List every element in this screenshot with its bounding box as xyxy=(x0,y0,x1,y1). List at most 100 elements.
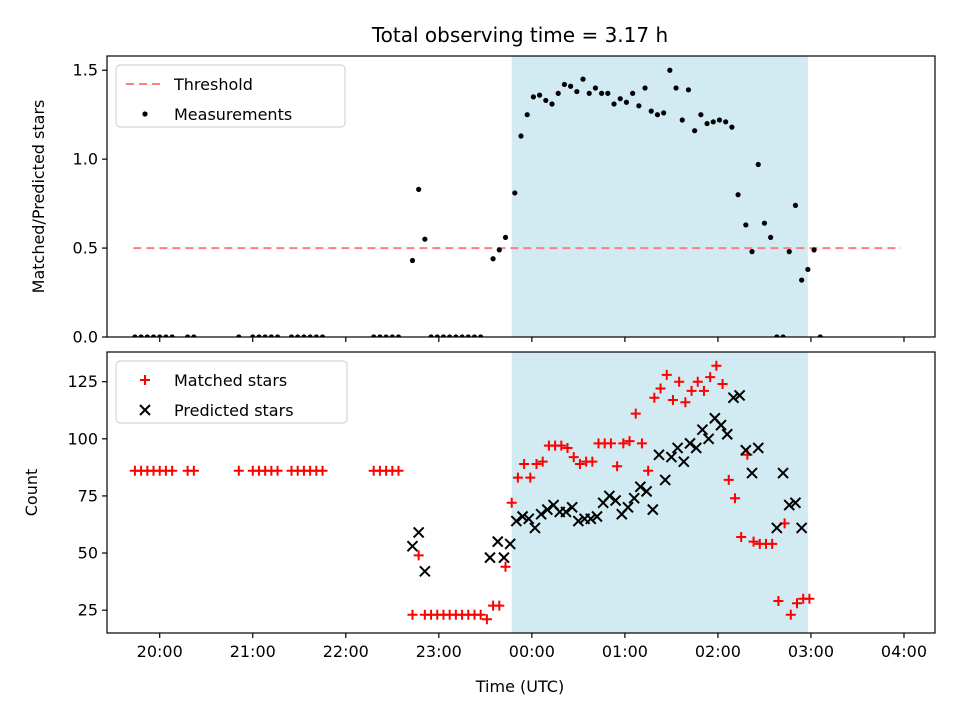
predicted-star-marker xyxy=(733,389,746,402)
matched-star-marker xyxy=(393,465,404,476)
x-tick-label: 00:00 xyxy=(509,642,555,661)
matched-star-marker xyxy=(705,372,716,383)
predicted-star-marker xyxy=(777,467,789,479)
matched-star-marker xyxy=(537,456,548,467)
legend: Matched stars Predicted stars xyxy=(115,360,348,424)
predicted-star-marker xyxy=(603,490,616,502)
measurement-point xyxy=(723,119,729,125)
y-tick-label: 50 xyxy=(78,544,98,563)
predicted-star-marker xyxy=(585,513,597,525)
matched-star-marker xyxy=(767,538,778,549)
predicted-star-marker xyxy=(535,508,547,520)
predicted-star-marker xyxy=(510,515,523,527)
measurement-point xyxy=(811,247,817,253)
legend: Threshold Measurements xyxy=(115,64,346,128)
predicted-star-marker xyxy=(591,510,603,523)
measurement-point xyxy=(440,334,447,337)
measurement-point xyxy=(667,67,673,73)
predicted-star-marker xyxy=(529,522,541,534)
measurement-point xyxy=(710,119,716,125)
measurement-point xyxy=(805,266,811,273)
measurement-point xyxy=(568,83,574,89)
matched-star-marker xyxy=(475,609,486,620)
predicted-star-marker xyxy=(684,437,696,450)
predicted-star-marker xyxy=(560,506,572,518)
predicted-star-marker xyxy=(771,522,783,534)
observing-window-shade xyxy=(511,352,808,633)
matched-star-marker xyxy=(188,465,199,476)
measurement-point xyxy=(395,334,402,337)
measurement-point xyxy=(409,257,416,264)
x-axis-label: Time (UTC) xyxy=(475,677,564,696)
measurement-point xyxy=(150,334,157,337)
legend-predicted-swatch xyxy=(139,404,151,416)
legend-label: Predicted stars xyxy=(174,401,294,420)
measurement-point xyxy=(262,334,268,337)
measurement-point xyxy=(636,103,642,109)
measurement-point xyxy=(478,334,484,337)
measurement-point xyxy=(377,334,383,337)
measurement-point xyxy=(138,334,144,337)
measurement-point xyxy=(605,90,611,96)
y-axis-label: Matched/Predicted stars xyxy=(29,100,48,294)
plot-area xyxy=(132,67,901,337)
y-tick-label: 125 xyxy=(67,372,98,391)
legend-label: Matched stars xyxy=(174,371,287,390)
matched-star-marker xyxy=(556,440,567,451)
measurement-point xyxy=(295,334,301,337)
legend-measurement-swatch xyxy=(142,111,148,117)
y-tick-label: 25 xyxy=(78,601,98,620)
predicted-star-marker xyxy=(721,428,733,440)
matched-star-marker xyxy=(686,385,697,396)
y-tick-label: 1.5 xyxy=(73,61,98,80)
measurement-point xyxy=(502,234,509,241)
predicted-star-marker xyxy=(634,481,647,493)
predicted-star-marker xyxy=(789,497,802,509)
legend-frame xyxy=(115,360,348,424)
matched-star-marker xyxy=(643,465,654,476)
measurement-point xyxy=(434,334,440,337)
measurement-point xyxy=(256,334,262,337)
predicted-star-marker xyxy=(678,455,690,468)
matched-star-marker xyxy=(804,593,815,604)
measurement-point xyxy=(453,334,459,337)
measurement-point xyxy=(530,94,537,100)
measurement-point xyxy=(611,101,617,107)
measurement-point xyxy=(617,96,623,102)
measurement-point xyxy=(586,90,592,96)
matched-star-marker xyxy=(519,458,530,469)
measurement-point xyxy=(144,334,150,337)
y-tick-label: 0.0 xyxy=(73,328,98,347)
matched-star-marker xyxy=(736,532,747,543)
predicted-star-marker xyxy=(609,494,622,507)
y-tick-label: 100 xyxy=(67,429,98,448)
matched-star-marker xyxy=(717,378,728,389)
matched-star-marker xyxy=(481,614,492,625)
measurement-point xyxy=(673,85,679,91)
measurement-point xyxy=(735,192,741,198)
measurement-point xyxy=(729,124,735,130)
measurement-point xyxy=(685,87,692,93)
matched-star-marker xyxy=(729,493,740,504)
matched-star-marker xyxy=(531,458,542,469)
legend-label: Measurements xyxy=(174,105,292,124)
measurement-point xyxy=(471,334,478,337)
matched-star-marker xyxy=(667,394,678,405)
matched-star-marker xyxy=(661,369,672,380)
predicted-star-marker xyxy=(498,551,510,564)
predicted-star-marker xyxy=(504,538,516,550)
measurement-point xyxy=(755,161,761,168)
measurement-point xyxy=(301,334,307,337)
x-tick-label: 03:00 xyxy=(788,642,834,661)
predicted-star-marker xyxy=(653,449,665,461)
plot-area xyxy=(129,360,815,625)
predicted-star-marker xyxy=(492,535,504,548)
measurement-point xyxy=(623,99,630,105)
x-tick-label: 21:00 xyxy=(230,642,276,661)
matched-star-marker xyxy=(748,536,759,547)
observing-window-shade xyxy=(511,56,808,337)
measurement-point xyxy=(786,249,792,255)
y-tick-label: 0.5 xyxy=(73,239,98,258)
predicted-star-marker xyxy=(572,515,585,527)
measurement-point xyxy=(549,101,555,107)
